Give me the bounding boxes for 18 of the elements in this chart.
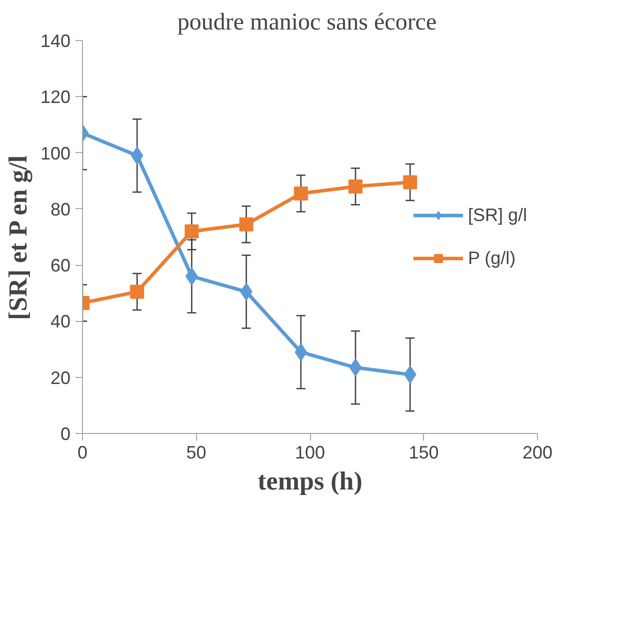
x-tick-label: 100: [294, 442, 326, 462]
x-tick-label: 200: [522, 442, 553, 462]
legend-label: [SR] g/l: [468, 204, 527, 226]
y-tick-label: 60: [50, 256, 71, 276]
x-tick-label: 50: [186, 442, 206, 462]
x-tick-label: 150: [408, 442, 439, 462]
legend-label: P (g/l): [468, 248, 516, 268]
y-axis-title: [SR] et P en g/l: [3, 155, 32, 320]
y-tick-label: 0: [60, 424, 71, 444]
y-tick-label: 140: [40, 31, 71, 51]
y-tick-label: 100: [40, 143, 71, 164]
chart-title: poudre manioc sans écorce: [177, 10, 437, 36]
x-tick-label: 0: [77, 442, 88, 462]
y-tick-label: 40: [50, 312, 71, 332]
y-tick-label: 80: [50, 199, 71, 220]
x-axis-title: temps (h): [258, 466, 362, 496]
y-tick-label: 20: [50, 368, 71, 388]
y-tick-label: 120: [40, 87, 71, 108]
